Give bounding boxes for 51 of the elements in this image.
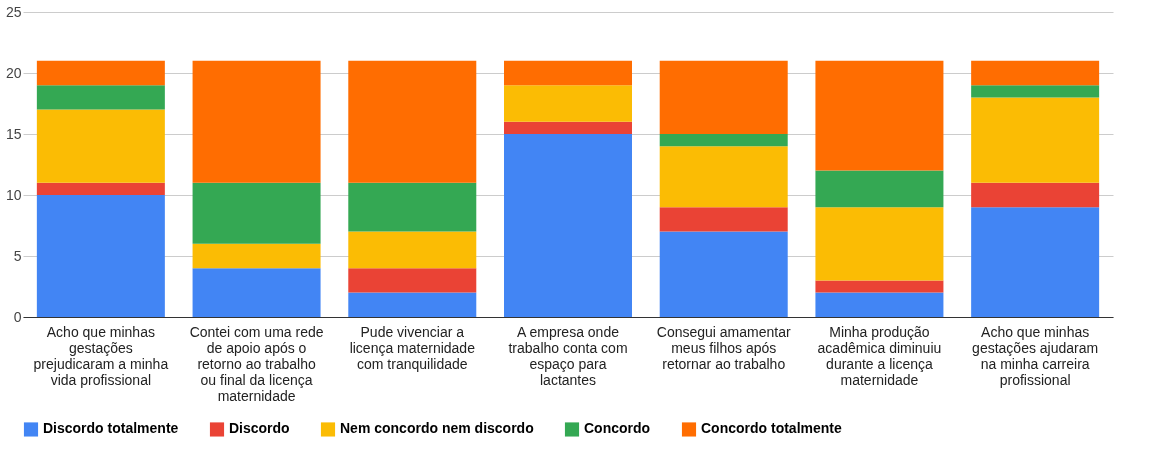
bar [192,243,321,269]
legend-label: Discordo [229,420,290,437]
y-tick-label: 15 [5,125,22,142]
y-tick-label: 0 [13,308,22,325]
x-tick-label: Contei com uma rede de apoio após o retorno ao trabalho ou final da licença maternidade [189,323,324,404]
bar [504,121,632,134]
x-tick-label: Minha produção acadêmica diminuiu durante a licença maternidade [817,323,942,388]
bar [815,292,944,317]
legend-label: Concordo totalmente [701,420,842,437]
bar [36,60,165,86]
bar [36,109,165,183]
bar [815,170,944,208]
bar [504,134,632,317]
bar [192,60,321,183]
x-tick-label: Acho que minhas gestações prejudicaram a minha vida profissional [33,323,169,388]
x-tick-label: A empresa onde trabalho conta com espaço para lactantes [508,323,628,388]
bar [659,207,788,232]
bar [192,268,321,317]
bar [504,60,632,86]
bar [971,182,1100,208]
y-tick-label: 25 [5,3,22,20]
bar [36,85,165,110]
y-tick-label: 10 [5,186,22,203]
legend-label: Discordo totalmente [43,420,179,437]
bar [659,134,788,147]
bar [36,182,165,195]
bar [971,207,1100,317]
bar [659,60,788,134]
bar [815,60,944,171]
bar [348,182,477,232]
x-tick-label: Consegui amamentar meus filhos após retornar ao trabalho [656,323,791,372]
bar [971,60,1100,86]
legend-label: Concordo [584,420,651,437]
bar [348,268,477,293]
legend-label: Nem concordo nem discordo [340,420,534,437]
bar [348,231,477,269]
bar [504,85,632,122]
x-tick-label: Pude vivenciar a licença maternidade com tranquilidade [349,323,476,372]
bar [192,182,321,244]
bar [348,60,477,183]
bar [659,146,788,208]
x-tick-label: Acho que minhas gestações ajudaram na minha carreira profissional [972,323,1099,388]
bar [659,231,788,317]
bar [815,280,944,293]
bar [348,292,477,317]
y-tick-label: 5 [13,247,22,264]
bar [36,195,165,317]
bar [971,85,1100,98]
bar [971,97,1100,183]
bar [815,207,944,281]
y-tick-label: 20 [5,64,22,81]
